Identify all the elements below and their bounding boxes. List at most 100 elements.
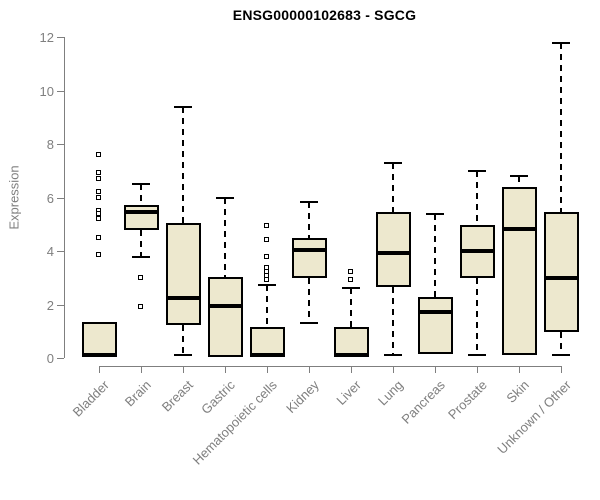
box-lung bbox=[375, 211, 411, 288]
whisker-upper-pancreas bbox=[434, 213, 436, 297]
x-axis-tick bbox=[393, 366, 394, 373]
whisker-lower-breast bbox=[182, 325, 184, 356]
whisker-upper-prostate bbox=[476, 170, 478, 226]
outlier-point-bladder bbox=[96, 189, 101, 195]
x-axis-tick bbox=[141, 366, 142, 373]
outlier-point-hematopoietic-cells bbox=[264, 253, 269, 259]
whisker-upper-brain bbox=[140, 184, 142, 205]
y-tick-label: 0 bbox=[46, 351, 54, 366]
whisker-cap-upper-kidney bbox=[300, 201, 318, 204]
whisker-upper-hematopoietic-cells bbox=[266, 284, 268, 327]
x-axis-tick bbox=[351, 366, 352, 373]
box-breast bbox=[165, 222, 201, 326]
whisker-upper-lung bbox=[392, 162, 394, 212]
median-unknown-other bbox=[543, 276, 579, 281]
y-tick-label: 12 bbox=[39, 30, 54, 45]
median-breast bbox=[165, 296, 201, 301]
outlier-point-hematopoietic-cells bbox=[264, 237, 269, 243]
x-axis-tick bbox=[99, 366, 100, 373]
x-axis-tick bbox=[435, 366, 436, 373]
outlier-point-hematopoietic-cells bbox=[264, 277, 269, 283]
outlier-point-bladder bbox=[96, 234, 101, 240]
whisker-upper-liver bbox=[350, 288, 352, 327]
whisker-cap-upper-prostate bbox=[468, 169, 486, 172]
x-axis-tick bbox=[309, 366, 310, 373]
x-axis-tick bbox=[225, 366, 226, 373]
whisker-upper-breast bbox=[182, 107, 184, 223]
y-tick-label: 6 bbox=[46, 190, 54, 206]
outlier-point-bladder bbox=[96, 194, 101, 200]
whisker-lower-kidney bbox=[308, 278, 310, 323]
median-kidney bbox=[291, 247, 327, 252]
median-prostate bbox=[459, 249, 495, 253]
y-axis-tick bbox=[57, 304, 64, 306]
y-axis-tick bbox=[57, 197, 64, 199]
whisker-upper-gastric bbox=[224, 197, 226, 277]
outlier-point-brain bbox=[138, 274, 143, 280]
median-lung bbox=[375, 250, 411, 255]
box-unknown-other bbox=[543, 211, 579, 333]
y-axis-tick bbox=[57, 37, 64, 38]
x-axis-tick bbox=[267, 366, 268, 373]
y-axis-line bbox=[64, 37, 65, 358]
x-axis-tick bbox=[183, 366, 184, 373]
whisker-cap-upper-liver bbox=[342, 287, 360, 290]
outlier-point-liver bbox=[348, 269, 353, 275]
outlier-point-brain bbox=[138, 304, 143, 310]
whisker-cap-upper-pancreas bbox=[426, 212, 444, 215]
y-axis-tick bbox=[57, 90, 64, 92]
y-tick-label: 4 bbox=[46, 244, 54, 259]
outlier-point-bladder bbox=[96, 175, 101, 181]
whisker-lower-lung bbox=[392, 287, 394, 356]
whisker-lower-prostate bbox=[476, 278, 478, 356]
whisker-upper-unknown-other bbox=[560, 42, 562, 212]
y-axis-tick bbox=[57, 251, 64, 252]
whisker-cap-upper-breast bbox=[174, 106, 192, 109]
outlier-point-liver bbox=[348, 277, 353, 283]
outlier-point-bladder bbox=[96, 170, 101, 176]
y-axis-tick bbox=[57, 144, 64, 145]
outlier-point-bladder bbox=[96, 215, 101, 221]
box-gastric bbox=[207, 276, 243, 357]
median-skin bbox=[501, 227, 537, 232]
x-axis-tick bbox=[519, 366, 520, 373]
median-liver bbox=[333, 352, 369, 357]
box-kidney bbox=[291, 237, 327, 279]
whisker-cap-upper-lung bbox=[384, 161, 402, 164]
x-axis-tick bbox=[477, 366, 478, 373]
whisker-upper-skin bbox=[518, 176, 520, 188]
whisker-lower-unknown-other bbox=[560, 332, 562, 356]
box-brain bbox=[123, 204, 159, 230]
y-tick-label: 2 bbox=[46, 297, 54, 313]
median-hematopoietic-cells bbox=[249, 352, 285, 357]
median-gastric bbox=[207, 304, 243, 309]
y-axis-tick bbox=[57, 358, 64, 359]
outlier-point-bladder bbox=[96, 151, 101, 157]
whisker-cap-upper-skin bbox=[510, 175, 528, 178]
outlier-point-bladder bbox=[96, 210, 101, 216]
whisker-cap-upper-gastric bbox=[216, 196, 234, 199]
outlier-point-bladder bbox=[96, 252, 101, 257]
whisker-cap-upper-brain bbox=[132, 183, 150, 186]
y-tick-label: 10 bbox=[39, 83, 54, 99]
box-skin bbox=[501, 187, 537, 356]
outlier-point-hematopoietic-cells bbox=[264, 222, 269, 228]
whisker-cap-upper-unknown-other bbox=[552, 41, 570, 44]
box-bladder bbox=[81, 321, 117, 358]
whisker-cap-lower-brain bbox=[132, 255, 150, 258]
median-bladder bbox=[81, 353, 117, 358]
whisker-lower-brain bbox=[140, 229, 142, 257]
box-hematopoietic-cells bbox=[249, 326, 285, 358]
x-axis-tick bbox=[561, 366, 562, 373]
chart-title: ENSG00000102683 - SGCG bbox=[232, 7, 417, 23]
whisker-cap-lower-lung bbox=[384, 354, 402, 357]
whisker-cap-upper-hematopoietic-cells bbox=[258, 283, 276, 286]
median-brain bbox=[123, 209, 159, 214]
x-axis-line bbox=[99, 366, 561, 367]
whisker-cap-lower-prostate bbox=[468, 354, 486, 357]
median-pancreas bbox=[417, 309, 453, 314]
y-tick-label: 8 bbox=[46, 137, 54, 152]
whisker-cap-lower-unknown-other bbox=[552, 354, 570, 357]
